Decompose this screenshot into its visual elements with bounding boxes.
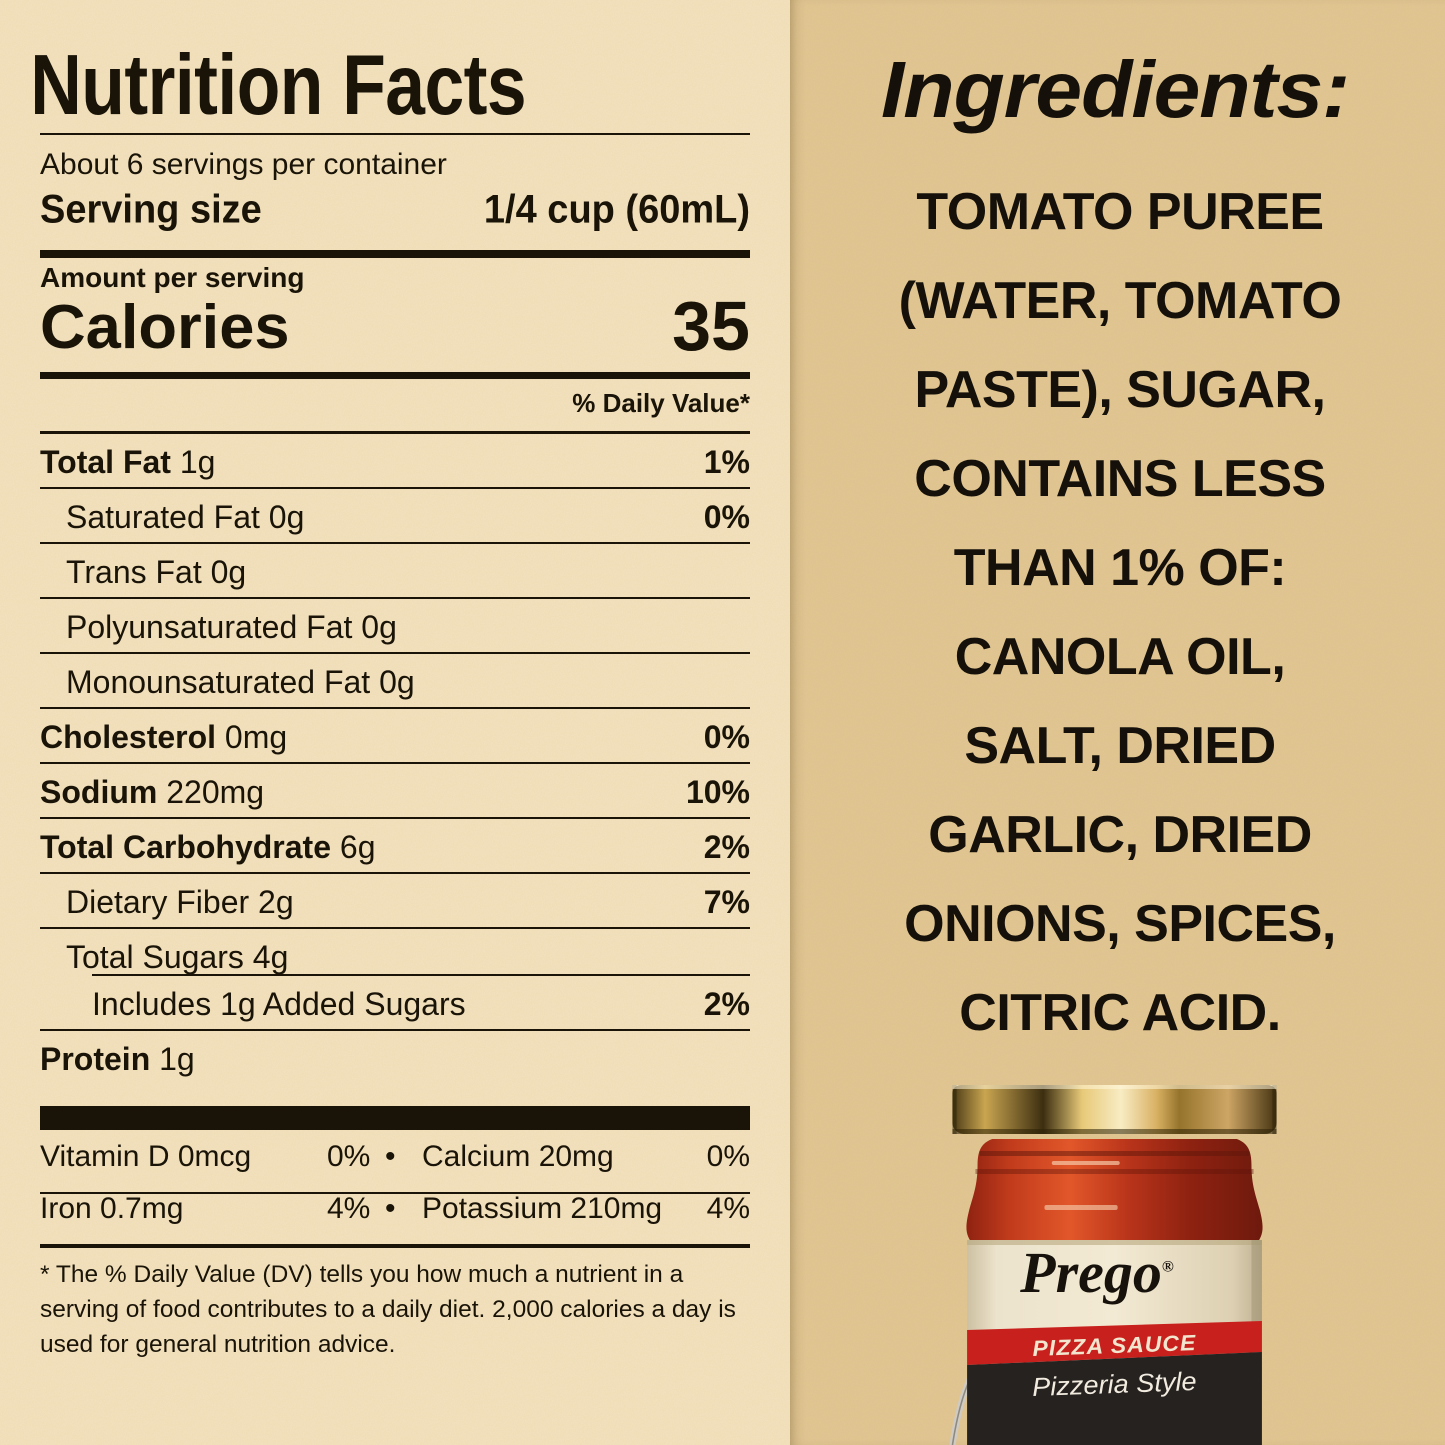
svg-text:Pizzeria Style: Pizzeria Style bbox=[1032, 1367, 1198, 1402]
